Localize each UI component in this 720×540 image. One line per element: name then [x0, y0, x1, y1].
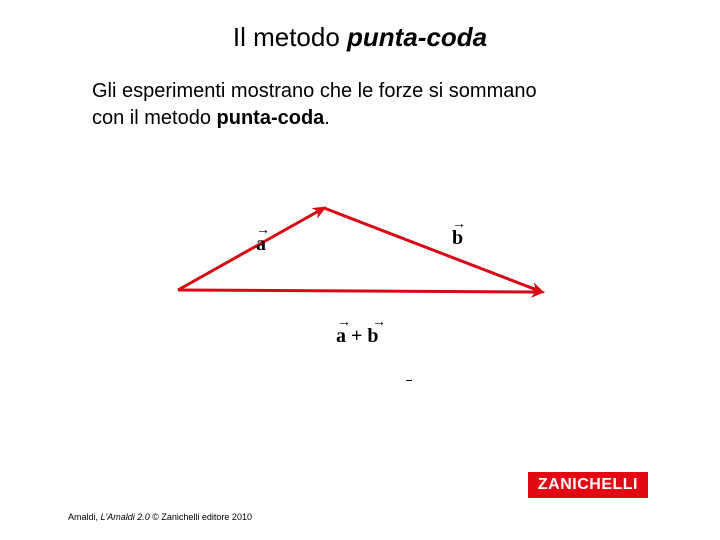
label-b-wrap: → b: [452, 220, 466, 250]
title-emphasis: punta-coda: [347, 22, 487, 52]
stray-mark: [406, 380, 412, 381]
attr-rest: © Zanichelli editore 2010: [150, 512, 252, 522]
vector-b: [324, 208, 542, 292]
attr-work: L'Amaldi 2.0: [101, 512, 150, 522]
vector-diagram: → a → b →→ a + b: [150, 170, 570, 370]
body-paragraph: Gli esperimenti mostrano che le forze si…: [92, 78, 632, 132]
slide: Il metodo punta-coda Gli esperimenti mos…: [0, 0, 720, 540]
label-a-overarrow: →: [256, 226, 270, 233]
body-line2-prefix: con il metodo: [92, 107, 217, 129]
body-line2-bold: punta-coda: [217, 107, 325, 129]
label-sum-wrap: →→ a + b: [336, 318, 386, 348]
body-line2-suffix: .: [324, 107, 330, 129]
page-title: Il metodo punta-coda: [0, 22, 720, 53]
vector-sum: [178, 290, 542, 292]
attr-author: Amaldi,: [68, 512, 101, 522]
body-line1: Gli esperimenti mostrano che le forze si…: [92, 80, 537, 102]
title-prefix: Il metodo: [233, 22, 347, 52]
publisher-logo: ZANICHELLI: [528, 472, 648, 498]
label-a-wrap: → a: [256, 226, 270, 256]
label-sum-overarrow: →→: [336, 318, 386, 325]
attribution: Amaldi, L'Amaldi 2.0 © Zanichelli editor…: [68, 512, 252, 522]
vector-a: [178, 208, 324, 290]
label-b-overarrow: →: [452, 220, 466, 227]
